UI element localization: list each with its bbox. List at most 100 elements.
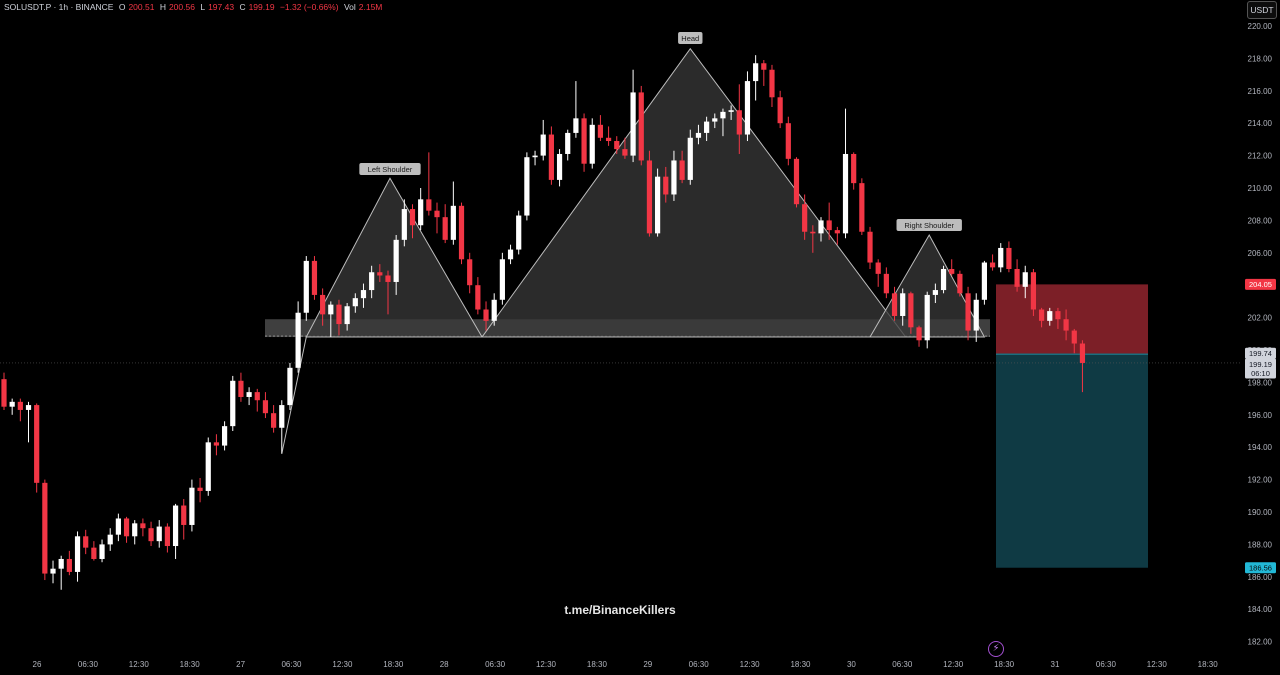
watermark: t.me/BinanceKillers [564,603,676,617]
countdown-badge: 06:10 [1251,369,1270,378]
candle-body [867,231,873,263]
candle-body [663,176,669,195]
candle-body [728,110,734,112]
y-tick-label: 214.00 [1248,119,1273,128]
candle-body [230,380,236,427]
x-tick-label: 18:30 [180,660,201,669]
candle-body [924,294,930,341]
candle-body [622,149,628,156]
candle-body [369,272,375,291]
symbol-header: SOLUSDT.P · 1h · BINANCE O 200.51 H 200.56… [4,2,385,12]
x-tick-label: 18:30 [790,660,811,669]
candle-body [753,63,759,82]
take-profit-zone[interactable] [996,354,1148,568]
y-tick-label: 190.00 [1248,508,1273,517]
x-tick-label: 18:30 [1198,660,1219,669]
candle-body [262,400,269,414]
candle-body [826,220,832,231]
candle-body [777,97,783,124]
candle-body [769,69,775,98]
candle-body [516,215,522,250]
candle-body [377,272,383,276]
candle-body [132,523,138,537]
low-value: 197.43 [208,2,235,12]
candle-body [9,401,15,407]
y-tick-label: 182.00 [1248,638,1273,647]
countdown-badge-bg [1245,367,1276,379]
candle-body [66,558,72,572]
candle-body [704,121,710,133]
candle-body [213,442,220,446]
candle-body [1014,269,1020,287]
stop-loss-zone[interactable] [996,284,1148,355]
candle-body [1022,272,1028,287]
right-shoulder-label: Right Shoulder [904,221,954,230]
candle-body [58,558,64,569]
y-tick-label: 198.00 [1248,378,1273,387]
candle-body [1047,311,1053,321]
y-tick-label: 218.00 [1248,54,1273,63]
candle-body [197,487,203,491]
candle-body [916,327,922,341]
symbol-name[interactable]: SOLUSDT.P · 1h · BINANCE [4,2,114,12]
candle-body [352,298,358,307]
right-shoulder-label-bg [896,219,962,231]
lightning-icon[interactable]: ⚡ [988,641,1004,657]
candle-body [630,92,636,156]
candle-body [401,209,407,240]
candle-body [761,63,767,70]
x-tick-label: 28 [440,660,449,669]
candle-body [605,137,612,142]
candle-body [483,309,489,321]
head-label: Head [681,34,699,43]
candle-body [156,526,162,542]
last-price-badge: 199.19 [1249,360,1272,369]
candle-body [973,299,979,331]
candle-body [646,160,653,234]
candle-body [303,260,309,313]
candle-body [140,523,146,529]
candle-body [418,199,424,226]
x-tick-label: 29 [643,660,652,669]
candle-body [965,293,971,331]
candle-body [467,259,473,286]
candle-body [107,534,113,545]
y-tick-label: 194.00 [1248,443,1273,452]
candle-body [279,405,285,428]
candle-body [712,118,718,122]
candle-body [328,304,334,315]
change-value: −1.32 (−0.66%) [279,2,339,12]
candle-body [581,118,587,164]
candle-body [859,183,865,232]
x-tick-label: 12:30 [943,660,964,669]
candle-body [426,199,432,211]
candle-body [254,392,260,401]
y-tick-label: 220.00 [1248,22,1273,31]
open-value: 200.51 [128,2,155,12]
candle-body [271,413,277,428]
candle-body [532,155,538,158]
y-tick-label: 186.00 [1248,573,1273,582]
x-tick-label: 27 [236,660,245,669]
x-tick-label: 12:30 [740,660,761,669]
x-tick-label: 06:30 [281,660,302,669]
candle-body [205,442,211,491]
y-tick-label: 210.00 [1248,184,1273,193]
candle-body [148,528,154,542]
currency-button[interactable]: USDT [1247,1,1277,19]
candle-body [172,505,179,547]
candle-body [695,132,702,138]
pattern-entry-leg [281,336,307,454]
candle-body [123,518,130,537]
candle-body [589,124,595,164]
candle-body [655,176,661,234]
candle-body [802,204,808,232]
candle-body [818,220,824,234]
x-tick-label: 12:30 [129,660,150,669]
candle-body [908,293,914,328]
candle-body [336,304,342,325]
candle-body [99,544,105,559]
candle-body [851,153,857,184]
candle-body [793,158,800,205]
